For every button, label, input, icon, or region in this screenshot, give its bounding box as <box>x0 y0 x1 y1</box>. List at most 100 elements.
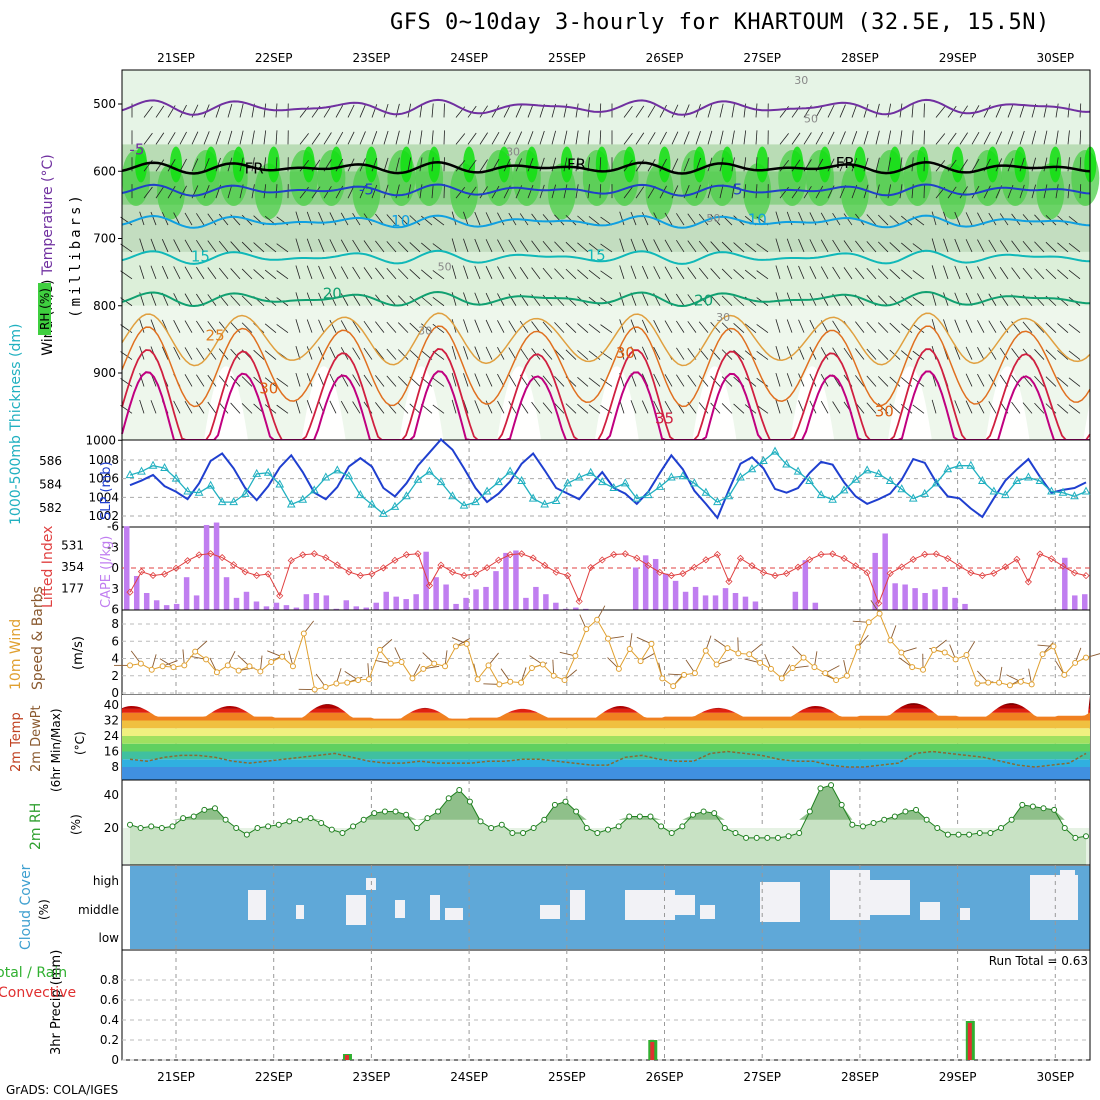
wind-barb <box>719 103 724 118</box>
wind-barb <box>721 403 733 414</box>
wind-barb <box>1055 184 1059 199</box>
wind-barb <box>340 239 349 253</box>
cape-bar <box>583 608 589 610</box>
wind-barb <box>630 265 637 279</box>
contour-label: FR <box>567 156 586 174</box>
dry-pocket <box>497 366 542 441</box>
li-marker <box>184 557 192 565</box>
wind-barb <box>988 293 997 306</box>
wind-speed-point <box>757 659 764 666</box>
wind-barb <box>931 399 937 414</box>
li-marker <box>1001 563 1009 571</box>
isotherm-30 <box>121 325 1091 408</box>
cape-bar <box>173 603 180 610</box>
wind-barb <box>276 324 289 333</box>
wind-barb <box>215 130 221 145</box>
wind-barb <box>542 294 553 307</box>
rh-point <box>158 825 165 831</box>
wind-barb <box>803 186 812 199</box>
wind-barb <box>352 374 361 387</box>
thickness-marker <box>1001 490 1010 499</box>
li-marker <box>333 561 341 569</box>
li-marker <box>886 569 894 577</box>
wind-barb <box>421 296 433 307</box>
wind-speed-point <box>930 646 937 653</box>
li-marker <box>149 571 157 580</box>
wind-barb <box>931 238 937 253</box>
rh-point <box>201 806 208 813</box>
wind-barb <box>943 319 949 333</box>
wind-barb <box>815 185 824 199</box>
temp-tick-label: 24 <box>104 729 119 743</box>
wind-barb <box>463 319 469 333</box>
rh-point <box>998 825 1005 831</box>
wind-barb <box>843 294 853 306</box>
thickness-marker <box>667 472 676 481</box>
cloud-cell <box>1060 870 1075 885</box>
thickness-marker <box>1081 486 1091 495</box>
wind-barb <box>386 241 397 253</box>
wind-barb <box>397 322 409 333</box>
wind-barb <box>184 266 193 280</box>
wind-barb <box>687 321 697 333</box>
rh-point <box>774 834 781 841</box>
wind-barb <box>791 132 801 145</box>
wind-barb <box>786 373 793 387</box>
cape-bar <box>952 597 958 610</box>
wind-speed-point <box>952 656 959 663</box>
wind-barb <box>299 159 309 172</box>
wind-barb <box>463 346 469 360</box>
wind-ylabel-3: (m/s) <box>71 636 86 670</box>
wind-barb <box>875 130 880 145</box>
rh-point <box>711 810 718 817</box>
thickness-marker <box>931 478 941 487</box>
wind-barb <box>432 297 445 307</box>
contour-label: -5 <box>359 180 374 198</box>
wind-barb <box>791 186 801 199</box>
wind-barb <box>641 292 649 306</box>
wind-barb <box>1057 403 1069 414</box>
wind-barb <box>329 239 337 253</box>
cape-bar <box>163 605 170 610</box>
thickness-marker <box>206 480 215 489</box>
wind-speed-point <box>887 637 894 644</box>
wind-barb <box>519 267 529 280</box>
wind-barb <box>1055 130 1059 145</box>
contour-label: -5 <box>129 141 144 159</box>
wind-barb <box>839 104 846 118</box>
wind-barb <box>635 132 645 145</box>
li-marker <box>195 551 203 559</box>
wind-barb <box>218 321 229 333</box>
thickness-marker <box>528 493 538 502</box>
thickness-marker <box>1047 486 1056 495</box>
contour-label: FR <box>245 160 264 178</box>
li-marker <box>852 562 860 570</box>
wind-barb <box>150 400 157 414</box>
cape-bar <box>812 602 819 610</box>
wind-barb <box>318 373 325 387</box>
wind-barb <box>409 322 421 333</box>
cape-bar <box>213 522 220 610</box>
wind-barb <box>1011 267 1021 280</box>
wind-barb <box>491 185 500 199</box>
wind-barb <box>577 376 589 387</box>
wind-barb <box>687 374 697 387</box>
cape-bar <box>892 583 898 610</box>
wind-barb <box>977 239 985 253</box>
freezing-level <box>121 161 1091 175</box>
wind-barb <box>1019 130 1025 145</box>
wind-barb <box>375 348 385 360</box>
wind-barb <box>375 375 385 387</box>
cape-bar <box>922 592 928 610</box>
y-tick-label: 500 <box>93 97 116 111</box>
cape-bar <box>303 594 310 610</box>
wind-barb <box>551 130 557 145</box>
wind-tick-label: 8 <box>111 617 119 631</box>
wind-barb <box>542 348 553 360</box>
wind-barb <box>839 131 846 145</box>
wind-barb <box>600 404 613 414</box>
wind-barb <box>508 374 517 387</box>
wind-barb <box>698 294 709 307</box>
rh-point <box>445 795 452 802</box>
